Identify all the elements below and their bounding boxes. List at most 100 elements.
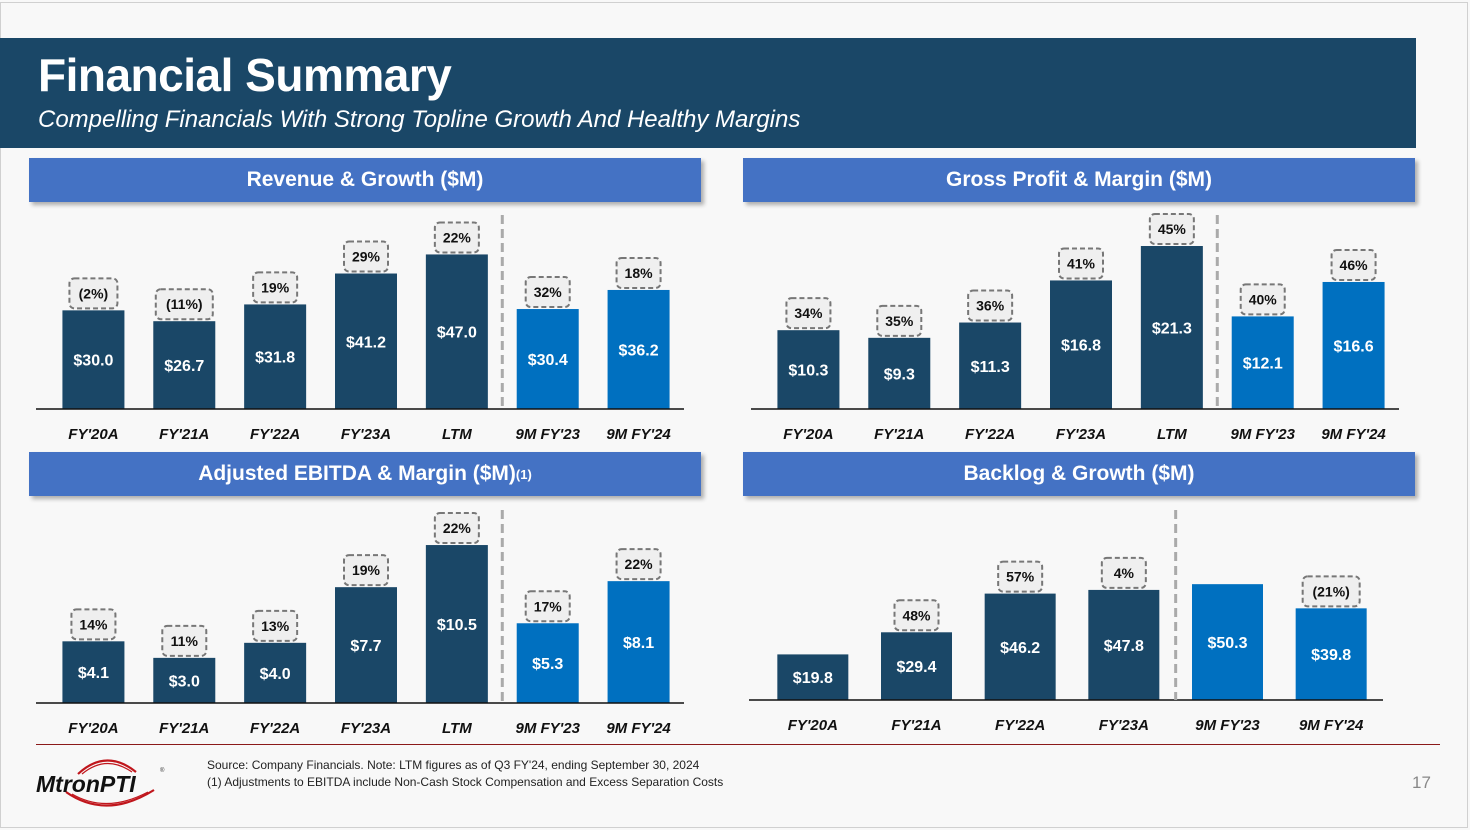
bar-interim	[516, 309, 579, 409]
growth-badge	[1148, 213, 1195, 246]
x-tick-label: FY'22A	[250, 426, 300, 443]
bar-actual	[62, 310, 125, 409]
bar-group: $31.8 19%	[244, 271, 307, 409]
x-tick-label: 9M FY'23	[515, 720, 580, 737]
mtronpti-logo: MtronPTI ®	[36, 759, 165, 807]
x-tick-label: FY'21A	[159, 720, 209, 737]
bar-value-label: $31.8	[255, 350, 295, 367]
growth-badge	[1100, 556, 1147, 589]
x-tick-label: FY'21A	[891, 717, 941, 734]
growth-badge	[893, 599, 940, 632]
bar-group: $47.0 22%	[425, 221, 488, 409]
bar-value-label: $36.2	[619, 342, 659, 359]
bar-group: $19.8	[777, 654, 849, 700]
ebitda-panel-title: Adjusted EBITDA & Margin ($M) (1)	[29, 452, 701, 496]
growth-badge	[1058, 247, 1104, 280]
x-tick-label: FY'22A	[995, 717, 1045, 734]
x-tick-label: 9M FY'23	[515, 426, 580, 443]
bar-interim	[607, 581, 670, 703]
growth-badge	[615, 256, 662, 289]
growth-badge	[433, 512, 480, 545]
bar-interim	[1192, 584, 1263, 700]
growth-label: 14%	[79, 616, 108, 632]
x-tick-label: FY'22A	[250, 720, 300, 737]
bar-group: $3.0 11%	[153, 624, 216, 703]
bar-interim	[516, 623, 579, 703]
bar-actual	[244, 642, 307, 703]
growth-badge	[876, 304, 923, 337]
logo-arc-bottom-inner	[71, 791, 149, 805]
logo-registered-mark: ®	[160, 767, 165, 774]
x-tick-label: FY'21A	[159, 426, 209, 443]
bar-actual	[425, 254, 488, 409]
growth-label: 19%	[352, 562, 381, 578]
growth-label: 34%	[794, 305, 823, 321]
header-banner	[0, 38, 1416, 148]
gross-profit-chart: $10.3 34% FY'20A $9.3 35% FY'21A $11.3 36% FY'22…	[751, 213, 1399, 443]
ebitda-title-footnote-ref: (1)	[515, 466, 532, 482]
bar-actual	[868, 337, 931, 409]
growth-label: 19%	[261, 279, 290, 295]
growth-badge	[70, 608, 117, 641]
x-tick-label: FY'22A	[965, 426, 1015, 443]
growth-label: 45%	[1158, 221, 1187, 237]
bar-value-label: $41.2	[346, 334, 386, 351]
x-tick-label: 9M FY'24	[606, 426, 671, 443]
bar-actual	[881, 632, 952, 700]
growth-badge	[252, 609, 299, 642]
bar-value-label: $30.4	[528, 352, 568, 369]
bar-group: $50.3	[1192, 584, 1263, 700]
bar-actual	[425, 545, 488, 703]
bar-group: $41.2 29%	[335, 240, 397, 409]
x-tick-label: FY'21A	[874, 426, 924, 443]
growth-label: 40%	[1249, 291, 1278, 307]
bar-actual	[62, 641, 125, 703]
x-tick-label: LTM	[1157, 426, 1187, 443]
bar-group: $7.7 19%	[335, 554, 397, 703]
x-tick-label: 9M FY'24	[1299, 717, 1364, 734]
bar-value-label: $9.3	[884, 366, 915, 383]
bar-value-label: $7.7	[350, 638, 381, 655]
footer-divider	[36, 744, 1440, 745]
bar-group: $46.2 57%	[984, 560, 1056, 700]
bar-value-label: $16.6	[1334, 338, 1374, 355]
bar-actual	[777, 654, 849, 700]
bar-value-label: $29.4	[896, 659, 936, 676]
page-title: Financial Summary	[38, 49, 452, 101]
backlog-chart: $19.8 FY'20A $29.4 48% FY'21A $46.2 57% FY'22A $…	[749, 510, 1383, 734]
bar-group: $30.0 (2%)	[62, 277, 125, 409]
growth-badge	[997, 560, 1044, 593]
growth-badge	[252, 271, 299, 304]
growth-badge	[524, 276, 571, 309]
bar-value-label: $50.3	[1207, 635, 1247, 652]
x-tick-label: FY'23A	[1056, 426, 1106, 443]
page-number: 17	[1412, 773, 1431, 792]
backlog-panel-title: Backlog & Growth ($M)	[743, 452, 1415, 496]
growth-label: 46%	[1340, 257, 1369, 273]
bar-value-label: $19.8	[793, 670, 833, 687]
bar-interim	[1322, 281, 1385, 409]
logo-arc-top-inner	[81, 762, 133, 775]
growth-label: 22%	[443, 520, 472, 536]
growth-badge	[785, 297, 832, 330]
x-tick-label: FY'23A	[1099, 717, 1149, 734]
revenue-panel-title: Revenue & Growth ($M)	[29, 158, 701, 202]
growth-label: 35%	[885, 313, 914, 329]
growth-label: 22%	[625, 556, 654, 572]
growth-badge	[524, 590, 571, 623]
bar-actual	[153, 321, 216, 409]
growth-label: 18%	[625, 265, 654, 281]
bar-value-label: $10.3	[788, 363, 828, 380]
x-tick-label: FY'20A	[783, 426, 833, 443]
growth-badge	[343, 240, 389, 273]
x-tick-label: 9M FY'23	[1230, 426, 1295, 443]
bar-group: $11.3 36%	[959, 289, 1022, 409]
bar-value-label: $11.3	[971, 359, 1010, 376]
growth-label: (11%)	[166, 296, 203, 312]
growth-label: 32%	[534, 284, 563, 300]
revenue-chart: $30.0 (2%) FY'20A $26.7 (11%) FY'21A $31.8 19% F…	[36, 215, 684, 443]
x-tick-label: 9M FY'24	[606, 720, 671, 737]
bar-actual	[1050, 280, 1112, 409]
x-tick-label: 9M FY'24	[1321, 426, 1386, 443]
bar-group: $12.1 40%	[1231, 283, 1294, 409]
